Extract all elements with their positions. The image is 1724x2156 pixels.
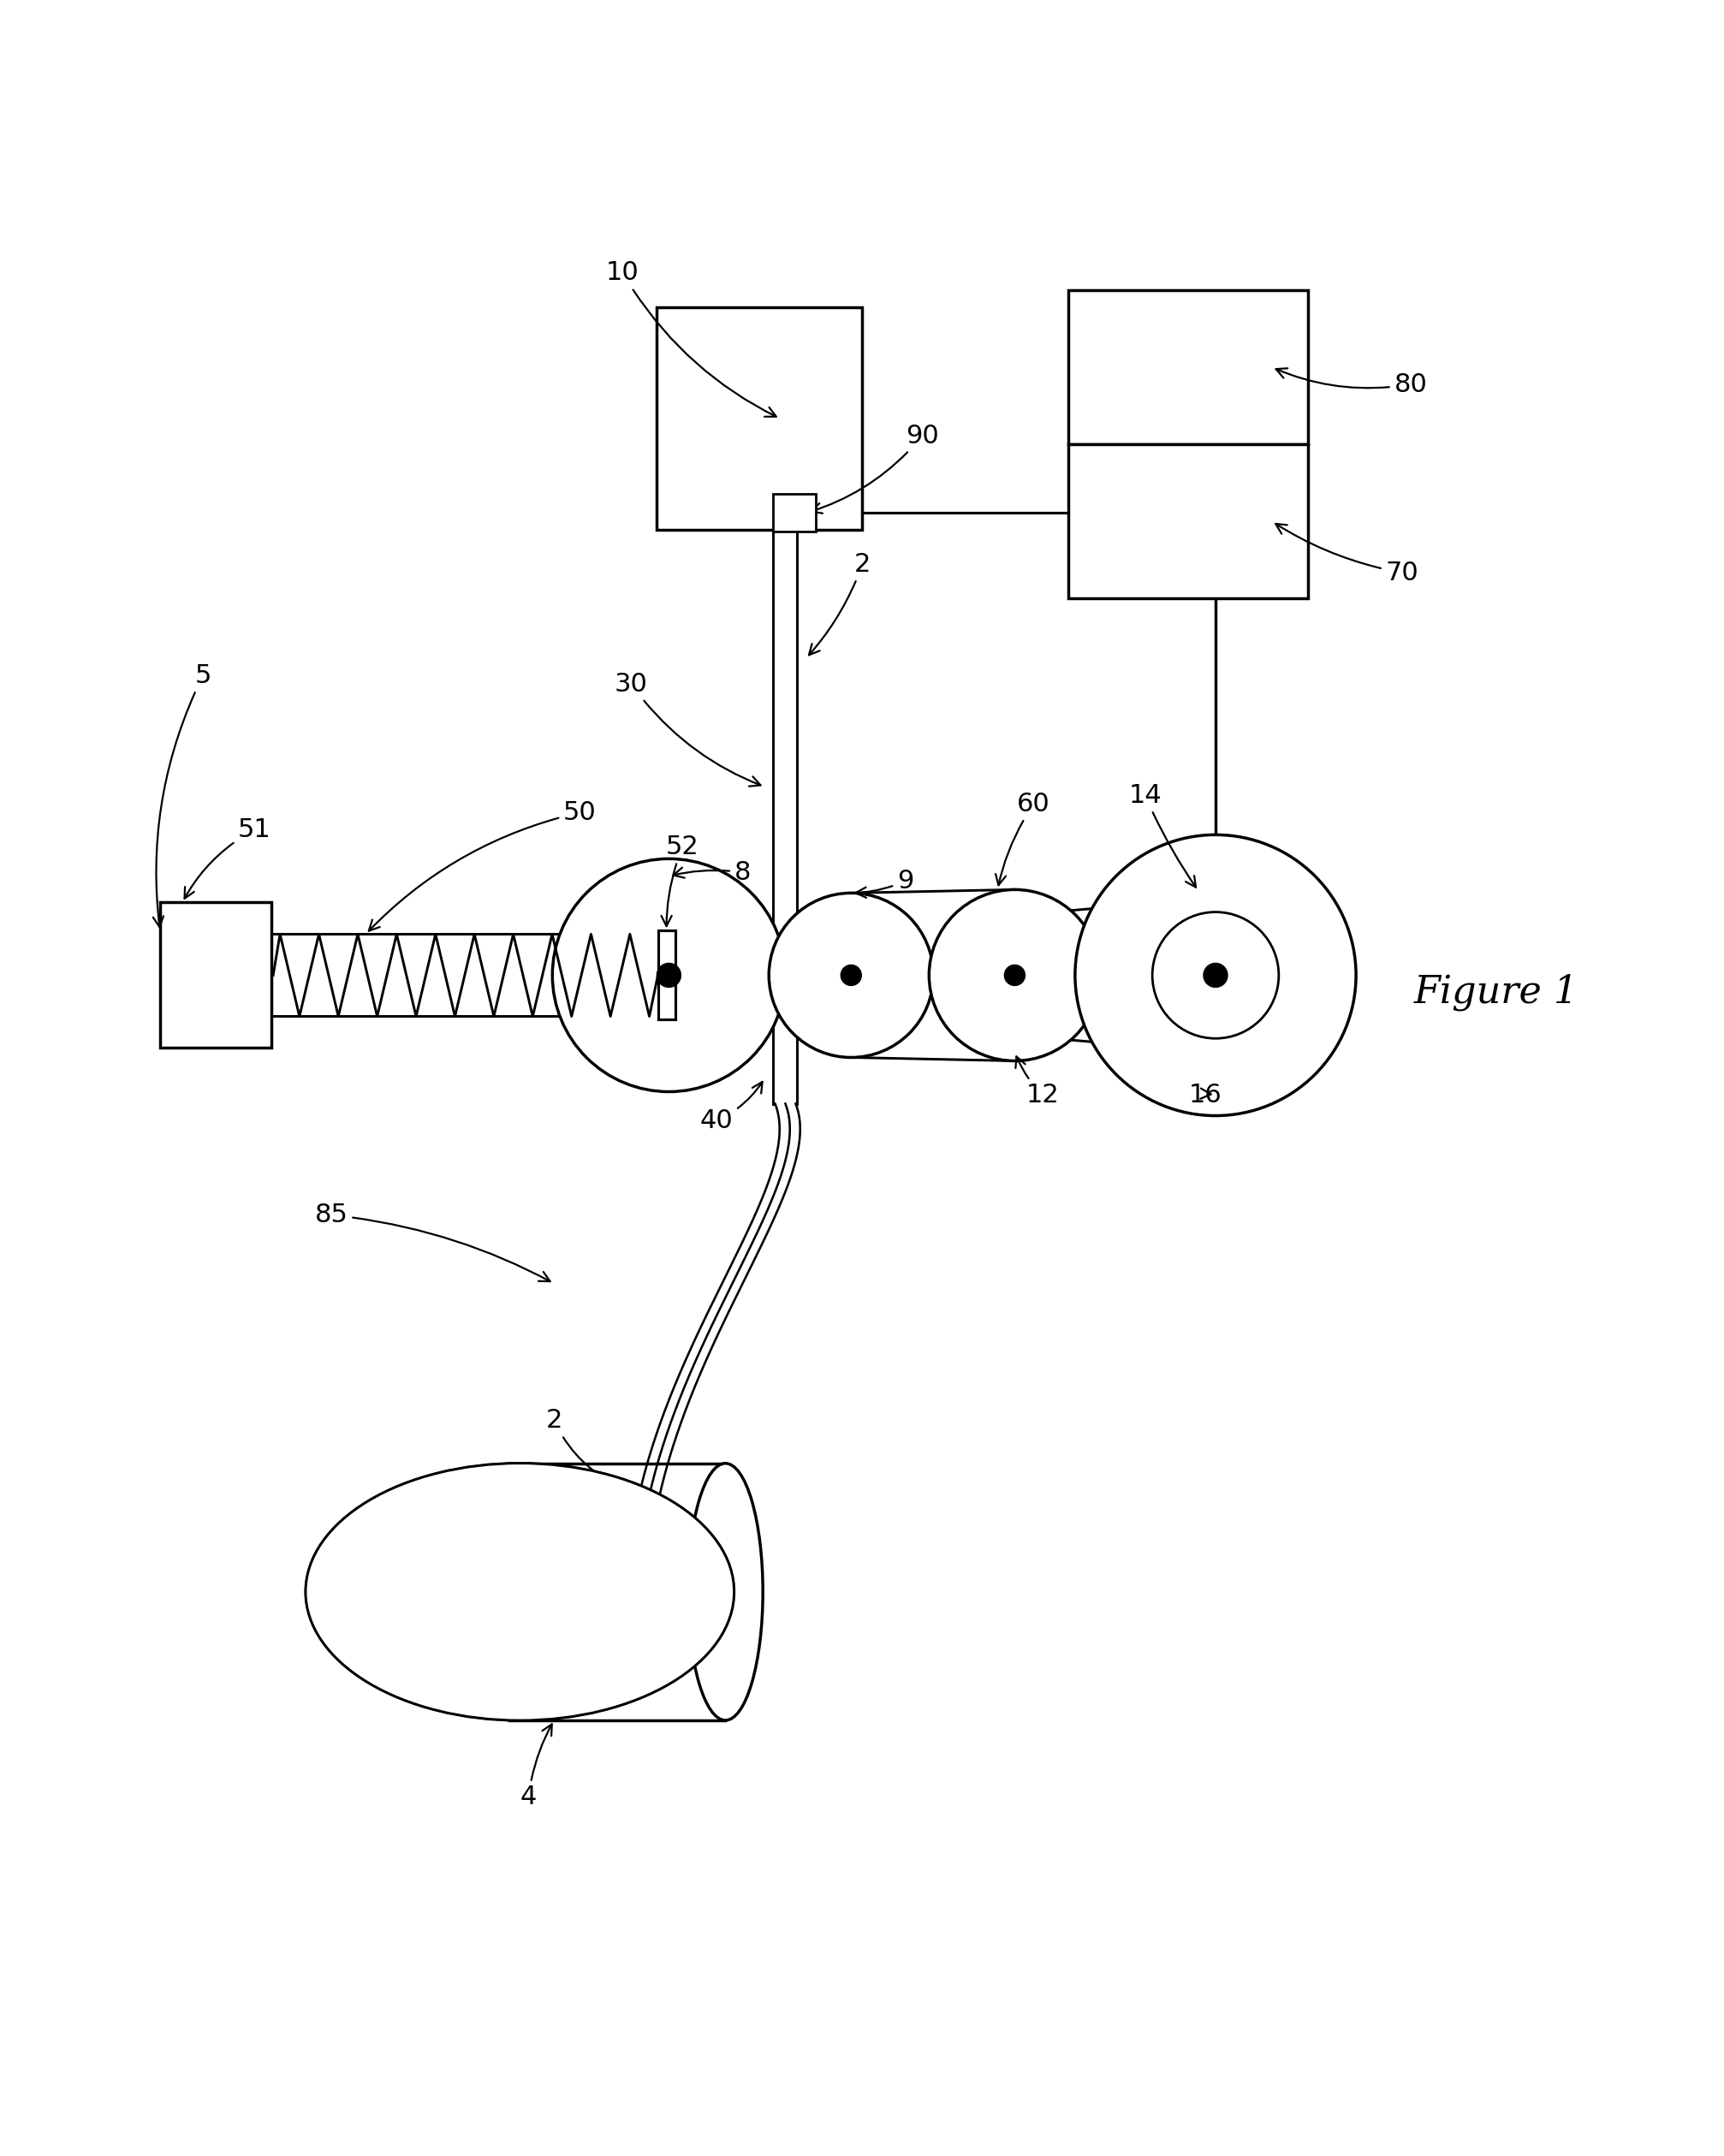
Ellipse shape xyxy=(383,1509,655,1673)
Text: 70: 70 xyxy=(1276,524,1417,584)
Circle shape xyxy=(769,893,933,1056)
Ellipse shape xyxy=(331,1479,707,1705)
Text: 51: 51 xyxy=(184,817,271,899)
Text: 2: 2 xyxy=(809,552,871,655)
Text: 90: 90 xyxy=(810,423,938,513)
Bar xyxy=(160,903,271,1048)
Text: 9: 9 xyxy=(855,869,914,897)
Text: 8: 8 xyxy=(672,860,750,884)
Circle shape xyxy=(1074,834,1355,1115)
Text: 14: 14 xyxy=(1127,783,1195,888)
Bar xyxy=(657,931,674,1020)
Text: 52: 52 xyxy=(660,834,698,927)
Ellipse shape xyxy=(305,1464,734,1720)
Bar xyxy=(1067,291,1307,444)
Text: Figure 1: Figure 1 xyxy=(1414,975,1577,1011)
Circle shape xyxy=(1203,964,1227,987)
Bar xyxy=(1067,444,1307,599)
Ellipse shape xyxy=(410,1526,629,1658)
Text: 10: 10 xyxy=(605,261,776,416)
Ellipse shape xyxy=(488,1572,552,1611)
Circle shape xyxy=(929,890,1100,1061)
Text: 80: 80 xyxy=(1276,369,1426,397)
Text: 85: 85 xyxy=(314,1203,550,1281)
Bar xyxy=(772,494,815,533)
Text: 4: 4 xyxy=(521,1725,552,1809)
Ellipse shape xyxy=(688,1464,762,1720)
Circle shape xyxy=(1152,912,1277,1039)
Ellipse shape xyxy=(305,1464,734,1720)
Text: 5: 5 xyxy=(153,664,210,927)
Circle shape xyxy=(657,964,681,987)
Text: 2: 2 xyxy=(545,1408,622,1488)
Ellipse shape xyxy=(462,1557,578,1626)
Circle shape xyxy=(552,858,784,1091)
Text: 30: 30 xyxy=(614,673,760,787)
Bar xyxy=(657,308,862,530)
Text: 16: 16 xyxy=(1188,1082,1221,1108)
Ellipse shape xyxy=(357,1494,681,1688)
Text: 60: 60 xyxy=(995,791,1050,886)
Text: 50: 50 xyxy=(369,800,597,931)
Text: 40: 40 xyxy=(700,1082,762,1134)
Circle shape xyxy=(840,966,860,985)
Ellipse shape xyxy=(436,1542,603,1643)
Circle shape xyxy=(1003,966,1024,985)
Text: 12: 12 xyxy=(1015,1056,1059,1108)
